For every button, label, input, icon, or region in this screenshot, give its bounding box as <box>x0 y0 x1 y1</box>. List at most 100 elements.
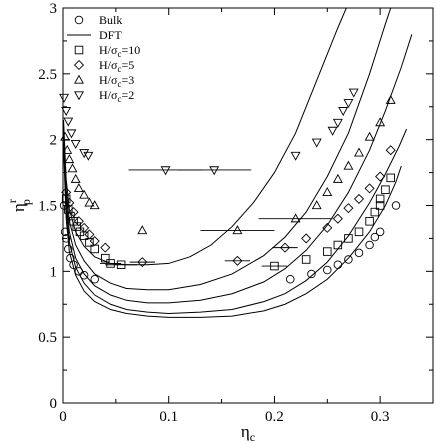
data-point-diamond <box>68 207 79 218</box>
legend-label-suffix: =2 <box>121 88 134 102</box>
legend-label-sub: c <box>117 49 121 59</box>
x-tick-label: 0.2 <box>265 409 284 425</box>
dft-curve <box>63 34 413 304</box>
data-point-triangle-up <box>364 131 375 141</box>
data-point-diamond <box>364 183 375 194</box>
data-point-triangle-down <box>63 117 74 127</box>
data-point-triangle-up <box>322 187 333 196</box>
data-point-diamond <box>64 197 75 208</box>
data-point-circle <box>344 255 353 264</box>
legend-label: Bulk <box>99 13 122 27</box>
data-point-square <box>381 185 390 194</box>
y-axis-label: ηrp <box>5 199 33 212</box>
legend-label: H/σc=10 <box>99 43 140 59</box>
data-point-triangle-up <box>84 197 95 207</box>
data-point-triangle-down <box>332 118 343 128</box>
legend-label-sub: c <box>117 64 121 74</box>
data-point-triangle-up <box>67 163 78 173</box>
legend-label-main: H/σ <box>99 43 118 57</box>
data-point-square <box>69 217 78 226</box>
dft-curve <box>63 8 392 291</box>
data-point-square <box>365 217 374 226</box>
data-point-diamond <box>353 193 365 204</box>
y-axis-label-sub: p <box>19 199 33 205</box>
legend-marker-triangle-up <box>74 74 84 84</box>
data-point-triangle-down <box>348 88 359 98</box>
data-point-diamond <box>73 216 84 227</box>
data-point-triangle-down <box>311 138 322 148</box>
y-tick-label: 0 <box>50 396 58 412</box>
legend-marker-diamond <box>73 59 85 71</box>
data-point-triangle-up <box>385 94 396 104</box>
y-tick-label: 2.5 <box>38 67 57 83</box>
data-point-triangle-up <box>64 154 75 164</box>
y-tick-label: 1 <box>50 264 58 280</box>
data-point-square <box>354 227 364 237</box>
dft-curve <box>63 146 402 318</box>
y-tick-label: 0.5 <box>38 330 57 346</box>
data-point-square <box>270 261 279 271</box>
legend-label-main: H/σ <box>99 73 118 87</box>
legend-label: H/σc=3 <box>99 73 134 89</box>
data-point-diamond <box>84 229 95 240</box>
data-point-circle <box>286 274 295 284</box>
data-point-circle <box>61 234 71 243</box>
data-point-square <box>323 247 332 256</box>
data-point-triangle-down <box>61 107 72 117</box>
data-point-circle <box>333 260 343 270</box>
legend-label-main: Bulk <box>99 13 122 27</box>
legend-marker-circle <box>74 15 84 25</box>
error-bars <box>100 169 333 267</box>
x-axis-label-sub: c <box>250 430 255 444</box>
data-point-diamond <box>385 145 396 156</box>
data-point-triangle-up <box>290 213 301 223</box>
data-point-square <box>106 259 115 268</box>
data-point-diamond <box>89 236 100 247</box>
legend-label-sub: c <box>117 94 121 104</box>
data-point-triangle-down <box>343 99 354 109</box>
data-point-circle <box>391 201 401 210</box>
data-point-circle <box>365 240 374 250</box>
data-point-triangle-down <box>209 166 220 176</box>
data-point-square <box>344 234 353 243</box>
legend-label-main: H/σ <box>99 58 118 72</box>
data-points <box>59 88 401 284</box>
legend-label-main: H/σ <box>99 88 118 102</box>
y-axis-label-main: η <box>9 203 28 212</box>
data-point-triangle-down <box>83 151 94 161</box>
y-tick-label: 1.5 <box>38 199 57 215</box>
data-point-square <box>101 253 110 263</box>
data-point-triangle-down <box>79 149 90 159</box>
y-axis-ticks: 0 0.5 1 1.5 2 2.5 3 <box>38 1 433 412</box>
y-tick-label: 2 <box>50 133 58 149</box>
data-point-circle <box>60 227 70 237</box>
legend-label-main: DFT <box>99 28 122 42</box>
data-point-triangle-down <box>327 126 338 136</box>
legend-label: DFT <box>99 28 122 42</box>
data-point-triangle-up <box>73 183 84 193</box>
data-point-circle <box>69 260 78 270</box>
data-point-diamond <box>279 242 291 253</box>
legend-marker-triangle-down <box>74 91 84 101</box>
data-point-circle <box>64 244 73 254</box>
data-point-triangle-down <box>338 107 349 117</box>
data-point-square <box>386 173 395 183</box>
legend-label-suffix: =5 <box>121 58 134 72</box>
data-point-diamond <box>375 171 386 182</box>
data-point-triangle-down <box>160 166 171 176</box>
data-point-circle <box>90 274 99 284</box>
data-point-triangle-up <box>332 173 343 183</box>
x-tick-label: 0 <box>59 409 67 425</box>
data-point-diamond <box>322 222 333 233</box>
data-point-triangle-up <box>343 160 354 170</box>
data-point-triangle-up <box>89 200 100 210</box>
x-axis-ticks: 0 0.1 0.2 0.3 <box>59 8 390 425</box>
legend-label-suffix: =3 <box>121 73 134 87</box>
data-point-triangle-up <box>354 147 364 157</box>
data-point-triangle-down <box>59 93 70 103</box>
data-point-diamond <box>301 233 312 244</box>
legend-label: H/σc=2 <box>99 88 134 104</box>
data-point-circle <box>307 269 316 279</box>
